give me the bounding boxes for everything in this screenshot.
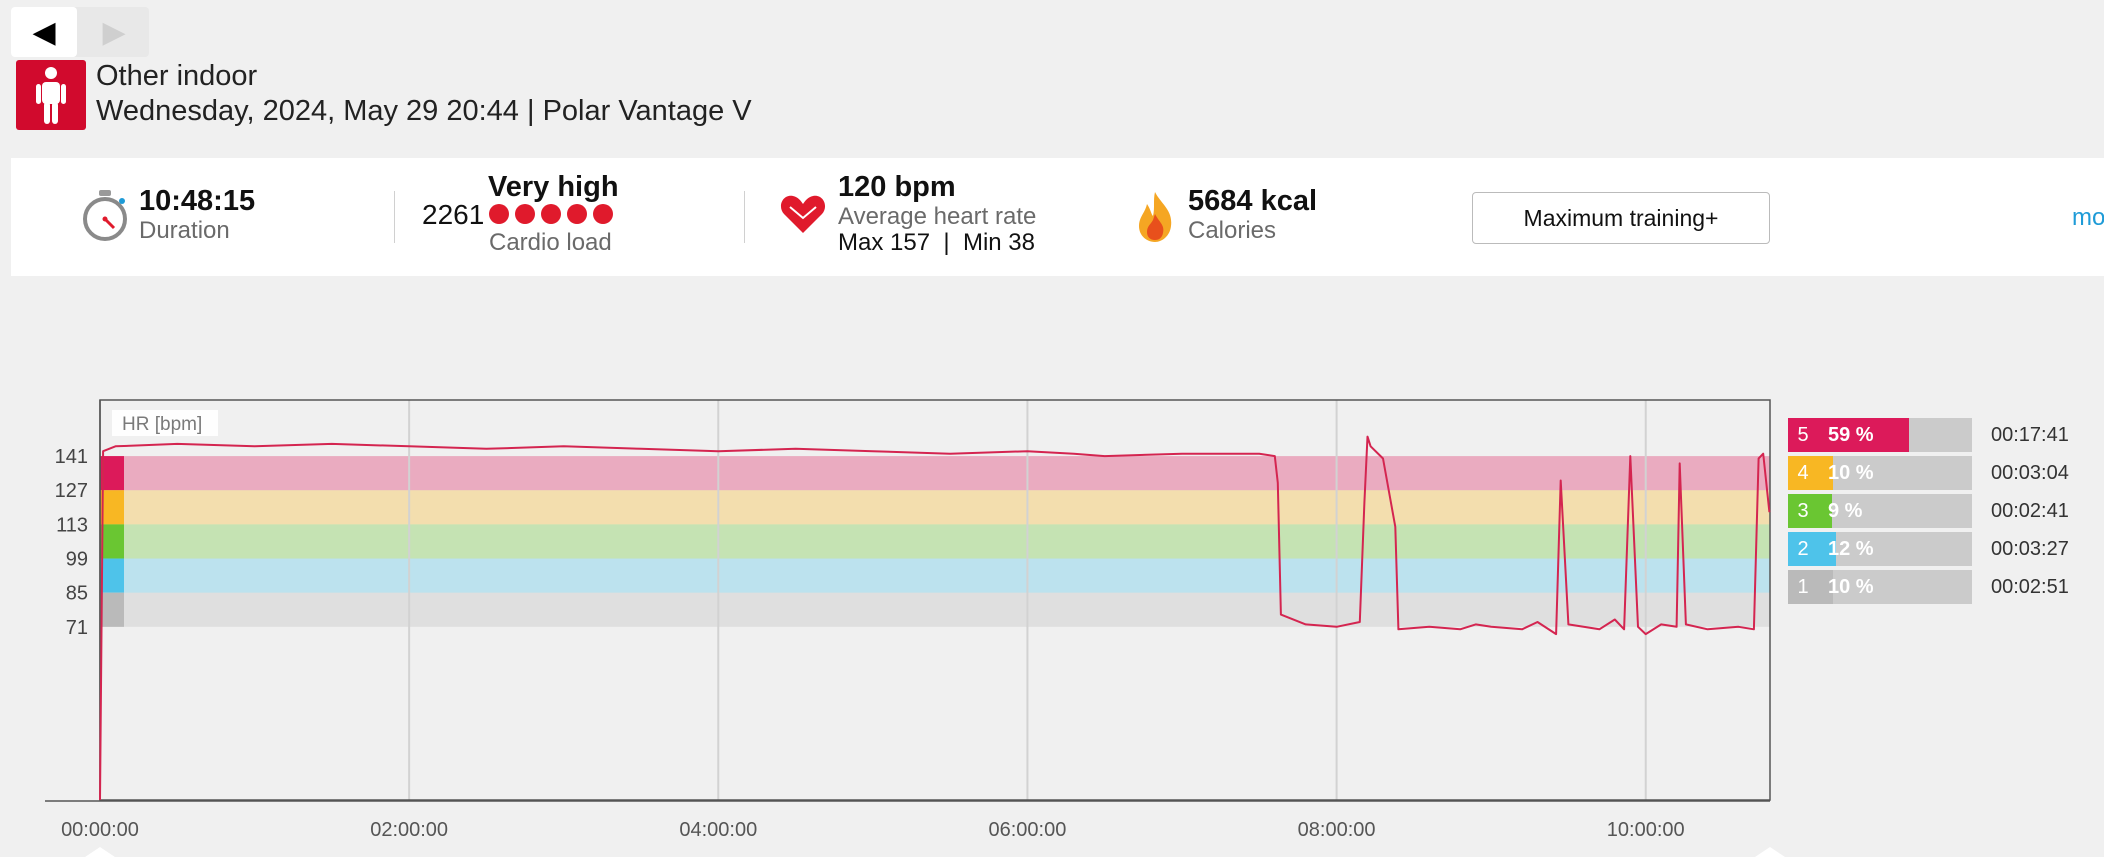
zone-1-marker [100,592,124,627]
cardio-load-dot [593,204,613,224]
y-tick-label: 99 [66,549,88,571]
zone-number: 4 [1788,456,1818,490]
session-title: Other indoor [96,60,258,92]
zone-percent: 59 % [1828,424,1874,446]
x-tick-label: 04:00:00 [679,819,757,841]
zone-number: 2 [1788,532,1818,566]
x-tick-labels: 00:00:00 02:00:00 04:00:00 06:00:00 08:00:00… [61,819,1685,841]
calories-label: Calories [1188,217,1277,244]
y-tick-label: 113 [56,514,88,536]
cardio-load-label: Cardio load [489,229,612,256]
zone-time: 00:02:41 [1991,500,2069,522]
heart-icon [780,193,826,240]
previous-button[interactable]: ◀ [11,7,77,57]
y-tick-label: 85 [66,583,88,605]
x-tick-label: 08:00:00 [1298,819,1376,841]
zone-3-marker [100,524,124,559]
x-tick-label: 00:00:00 [61,819,139,841]
zone-2-marker [100,558,124,593]
zone-1-band [100,592,1770,627]
cardio-load-value: 2261 [422,199,485,230]
hr-max-min: Max 157 | Min 38 [838,229,1035,256]
y-tick-labels: 141 127 113 99 85 71 [55,446,88,639]
y-axis-label: HR [bpm] [122,414,202,435]
zone-number: 5 [1788,418,1818,452]
avg-hr-value: 120 bpm [838,171,956,203]
zone-percent: 10 % [1828,576,1874,598]
y-tick-label: 141 [55,446,88,468]
zone-3-band [100,524,1770,559]
hr-series-line [99,435,1771,801]
zone-5-band [100,456,1770,491]
history-navigation: ◀ ▶ [11,7,149,57]
cardio-load-dot [541,204,561,224]
zone-2-band [100,558,1770,593]
zone-time: 00:17:41 [1991,424,2069,446]
zone-number: 1 [1788,570,1818,604]
cardio-load-level: Very high [488,171,619,203]
cardio-load-dot [515,204,535,224]
heart-rate-chart: 141 127 113 99 85 71 00:00:00 02:00:00 04:00:00… [45,399,1785,857]
session-subtitle: Wednesday, 2024, May 29 20:44 | Polar Va… [96,95,752,127]
zone-4-band [100,490,1770,525]
zone-percent: 10 % [1828,462,1874,484]
flame-icon [1135,190,1175,249]
x-tick-label: 02:00:00 [370,819,448,841]
cardio-load-dot [567,204,587,224]
y-tick-label: 127 [55,480,88,502]
chart-grid [408,400,1647,800]
summary-bar: 10:48:15 Duration 2261 Very high Cardio … [11,158,2104,276]
zone-time: 00:02:51 [1991,576,2069,598]
stopwatch-icon [79,188,131,249]
x-tick-label: 10:00:00 [1607,819,1685,841]
next-button[interactable]: ▶ [81,7,147,57]
duration-value: 10:48:15 [139,185,256,217]
range-start-handle[interactable] [85,847,115,857]
divider [394,191,395,243]
zone-4-marker [100,490,124,525]
cardio-load-dot [489,204,509,224]
more-link[interactable]: mo [2072,204,2104,231]
avg-hr-label: Average heart rate [838,203,1037,230]
zone-percent: 9 % [1828,500,1863,522]
x-tick-label: 06:00:00 [989,819,1067,841]
triangle-right-icon: ▶ [102,15,126,49]
calories-value: 5684 kcal [1188,185,1318,217]
training-benefit-button[interactable]: Maximum training+ [1472,192,1770,244]
zone-bands [100,456,1770,627]
duration-label: Duration [139,217,230,244]
y-tick-label: 71 [66,617,88,639]
triangle-left-icon: ◀ [32,15,56,49]
zone-time: 00:03:04 [1991,462,2069,484]
zone-time: 00:03:27 [1991,538,2069,560]
divider [744,191,745,243]
person-standing-icon [16,60,86,130]
range-end-handle[interactable] [1755,847,1785,857]
ylabel-box [112,410,218,436]
zone-number: 3 [1788,494,1818,528]
zone-percent: 12 % [1828,538,1874,560]
